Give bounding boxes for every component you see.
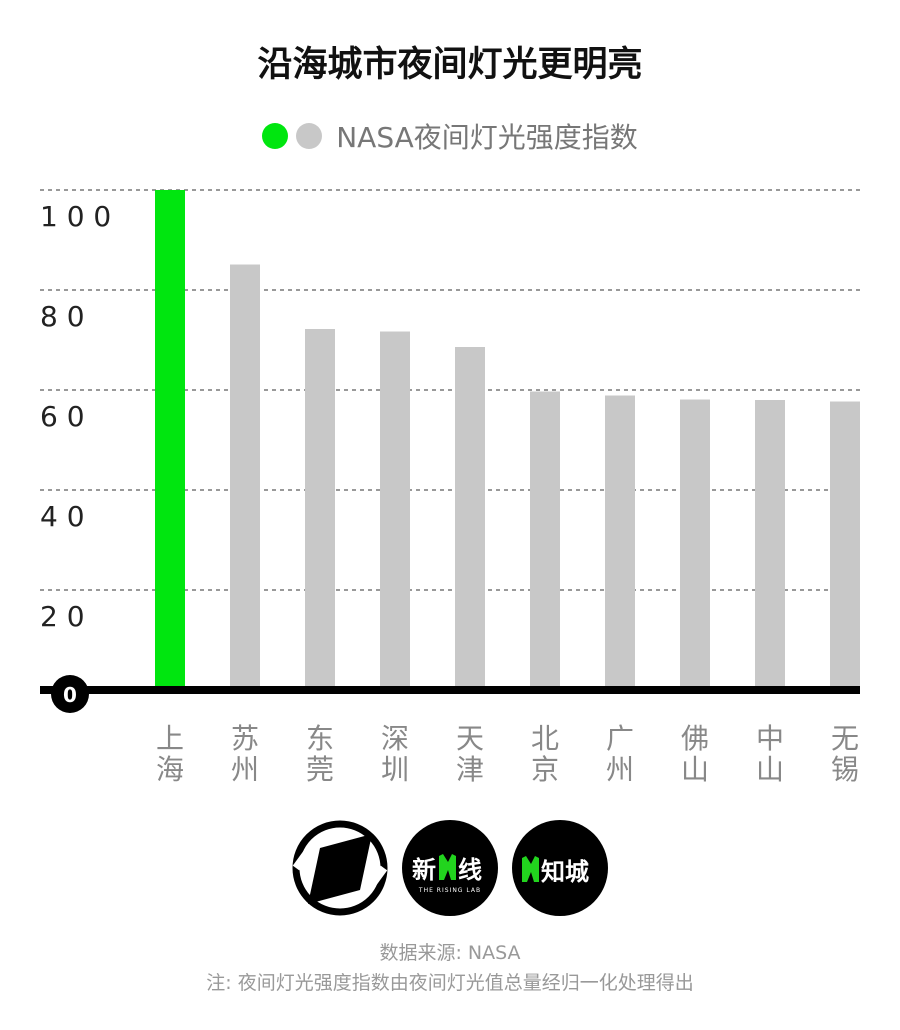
legend-label: NASA夜间灯光强度指数 — [336, 121, 638, 154]
x-tick-label: 佛 — [681, 722, 709, 755]
x-tick-label: 天 — [456, 722, 484, 755]
x-tick-label: 莞 — [306, 753, 334, 786]
bar-天津 — [455, 347, 485, 690]
x-tick-label: 海 — [156, 753, 184, 786]
x-tick-label: 山 — [681, 753, 709, 786]
zero-marker — [51, 675, 89, 713]
bar-无锡 — [830, 401, 860, 690]
logo-zhicheng-icon: 知城 — [512, 820, 608, 916]
svg-text:线: 线 — [458, 856, 482, 884]
x-tick-label: 东 — [306, 722, 334, 755]
x-tick-label: 锡 — [831, 753, 859, 786]
source-text: 数据来源: NASA — [379, 942, 521, 964]
bar-北京 — [530, 391, 560, 690]
x-tick-label: 圳 — [381, 753, 409, 786]
bar-广州 — [605, 395, 635, 690]
x-tick-label: 中 — [756, 722, 784, 755]
logo-1-icon — [292, 820, 388, 916]
x-tick-label: 苏 — [231, 722, 259, 755]
x-tick-label: 深 — [381, 722, 409, 755]
svg-text:知城: 知城 — [541, 858, 589, 886]
bar-中山 — [755, 400, 785, 690]
x-tick-label: 州 — [231, 753, 259, 786]
x-tick-label: 北 — [531, 722, 559, 755]
y-tick-label: 1 0 0 — [40, 200, 111, 233]
legend: NASA夜间灯光强度指数 — [0, 116, 900, 156]
legend-green-dot-icon — [262, 123, 289, 149]
y-tick-label: 2 0 — [40, 600, 85, 633]
x-tick-label: 上 — [156, 722, 184, 755]
bar-佛山 — [680, 399, 710, 690]
bar-深圳 — [380, 331, 410, 690]
y-tick-label: 6 0 — [40, 400, 85, 433]
y-tick-label: 8 0 — [40, 300, 85, 333]
svg-text:新: 新 — [412, 856, 436, 884]
bar-东莞 — [305, 329, 335, 690]
bar-上海 — [155, 190, 185, 690]
bar-苏州 — [230, 264, 260, 690]
x-tick-label: 广 — [606, 722, 634, 755]
x-tick-label: 无 — [831, 722, 859, 755]
note-text: 注: 夜间灯光强度指数由夜间灯光值总量经归一化处理得出 — [206, 972, 694, 994]
y-tick-label-zero: 0 — [63, 683, 77, 707]
x-tick-label: 山 — [756, 753, 784, 786]
svg-text:THE RISING LAB: THE RISING LAB — [418, 887, 481, 894]
legend-gray-dot-icon — [296, 123, 323, 149]
x-tick-label: 京 — [531, 753, 559, 786]
x-tick-label: 州 — [606, 753, 634, 786]
logo-rising-lab-icon: 新 线 THE RISING LAB — [402, 820, 498, 916]
y-tick-label: 4 0 — [40, 500, 85, 533]
chart-title: 沿海城市夜间灯光更明亮 — [257, 45, 643, 85]
x-tick-label: 津 — [456, 753, 484, 786]
